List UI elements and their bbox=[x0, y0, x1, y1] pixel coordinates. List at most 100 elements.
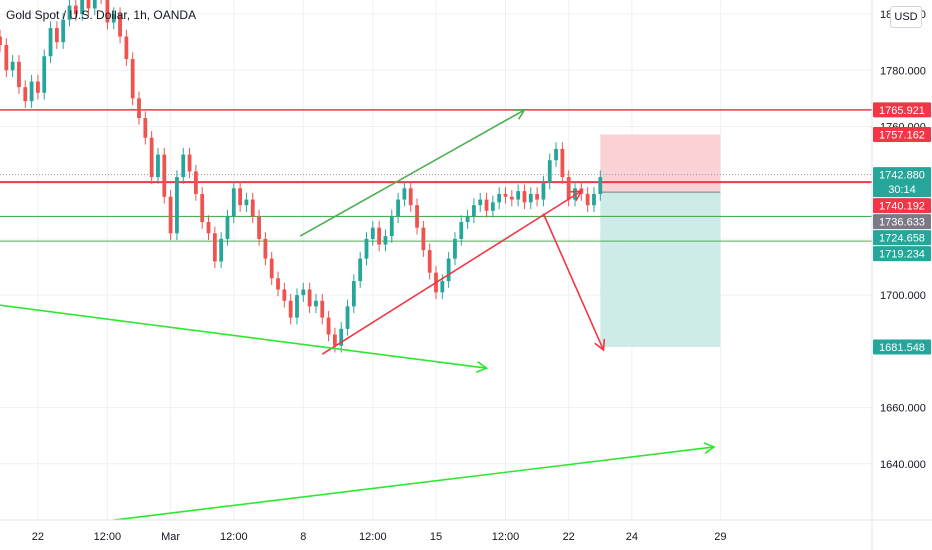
candle-body bbox=[314, 300, 318, 307]
candle-body bbox=[402, 188, 407, 200]
price-tag-label: 1765.921 bbox=[879, 105, 925, 117]
x-tick-label: 24 bbox=[626, 531, 638, 543]
candle-body bbox=[472, 205, 476, 217]
candles bbox=[0, 0, 603, 353]
price-tag-label: 1742.880 bbox=[879, 170, 925, 182]
y-tick-label: 1700.000 bbox=[880, 290, 926, 302]
price-tag-box bbox=[873, 246, 931, 262]
candle-body bbox=[377, 227, 382, 245]
candle-body bbox=[4, 44, 9, 71]
candle-body bbox=[295, 295, 299, 318]
candle-body bbox=[396, 199, 400, 217]
candle-body bbox=[61, 19, 66, 43]
candle-body bbox=[490, 202, 495, 211]
take-profit-zone bbox=[600, 192, 721, 348]
candle-body bbox=[383, 236, 388, 245]
candle-body bbox=[307, 289, 312, 307]
price-tag-label: 1736.633 bbox=[879, 217, 925, 229]
candle-body bbox=[17, 61, 21, 88]
price-tag: 1765.921 bbox=[873, 102, 931, 118]
candle-body bbox=[269, 258, 274, 279]
x-tick-label: 12:00 bbox=[220, 531, 248, 543]
candle-body bbox=[389, 216, 394, 237]
currency-button[interactable]: USD bbox=[890, 6, 922, 28]
candle-body bbox=[566, 177, 571, 200]
candle-body bbox=[200, 193, 205, 223]
candle-body bbox=[427, 250, 432, 273]
y-tick-label: 1780.000 bbox=[880, 65, 926, 77]
candle-body bbox=[276, 278, 280, 290]
candle-body bbox=[484, 199, 489, 211]
x-tick-label: 12:00 bbox=[359, 531, 387, 543]
candle-body bbox=[560, 148, 565, 178]
time-axis bbox=[0, 520, 932, 550]
candle-body bbox=[326, 317, 331, 335]
candle-body bbox=[36, 81, 40, 93]
x-tick-label: 15 bbox=[430, 531, 442, 543]
candle-body bbox=[92, 0, 97, 9]
candle-body bbox=[67, 5, 72, 20]
candle-body bbox=[48, 28, 53, 57]
candle-body bbox=[23, 87, 28, 102]
price-tag-box bbox=[873, 126, 931, 142]
candle-body bbox=[573, 188, 577, 200]
candle-body bbox=[212, 233, 217, 262]
candle-body bbox=[528, 193, 533, 203]
x-tick-label: 22 bbox=[32, 531, 44, 543]
candle-body bbox=[585, 193, 590, 206]
y-tick-label: 1660.000 bbox=[880, 403, 926, 415]
candle-body bbox=[162, 154, 167, 197]
price-tag-box bbox=[873, 167, 931, 198]
candle-body bbox=[351, 281, 356, 307]
y-tick-label: 1640.000 bbox=[880, 459, 926, 471]
price-tag-box bbox=[873, 339, 931, 355]
candle-body bbox=[118, 14, 122, 37]
candle-body bbox=[288, 300, 293, 318]
x-tick-label: 8 bbox=[300, 531, 306, 543]
candle-body bbox=[465, 216, 470, 223]
candle-body bbox=[105, 0, 110, 23]
price-tag-label: 1740.192 bbox=[879, 201, 925, 213]
candle-body bbox=[370, 227, 375, 239]
price-tag-label: 1681.548 bbox=[879, 342, 925, 354]
price-tag: 1724.658 bbox=[873, 230, 931, 246]
arrow-head bbox=[513, 109, 526, 120]
arrow-shaft bbox=[113, 446, 715, 521]
price-tag: 1757.162 bbox=[873, 126, 931, 142]
candle-body bbox=[168, 196, 173, 234]
candle-body bbox=[42, 56, 47, 93]
candle-body bbox=[333, 334, 337, 346]
trend-arrow bbox=[0, 304, 489, 373]
price-tag-label: 1724.658 bbox=[879, 233, 925, 245]
candle-body bbox=[516, 191, 521, 200]
price-tag-label: 1719.234 bbox=[879, 249, 925, 261]
price-tag-box bbox=[873, 214, 931, 230]
candle-body bbox=[187, 154, 192, 172]
candle-body bbox=[503, 193, 508, 197]
price-tag-box bbox=[873, 198, 931, 214]
arrow-head bbox=[703, 442, 716, 454]
trend-arrow bbox=[299, 109, 526, 237]
trend-arrow bbox=[113, 442, 716, 521]
candle-body bbox=[541, 182, 546, 200]
candle-body bbox=[156, 154, 160, 178]
candle-body bbox=[130, 59, 135, 99]
arrow-shaft bbox=[321, 190, 582, 355]
candle-body bbox=[598, 177, 603, 194]
price-tag: 1742.880 30:14 bbox=[873, 167, 931, 198]
x-tick-label: 29 bbox=[714, 531, 726, 543]
candle-body bbox=[219, 238, 224, 262]
candle-body bbox=[415, 205, 419, 228]
candle-body bbox=[137, 98, 141, 119]
candle-body bbox=[509, 196, 514, 200]
countdown-label: 30:14 bbox=[888, 184, 916, 196]
candle-body bbox=[345, 306, 350, 329]
candle-body bbox=[535, 193, 539, 200]
price-tag: 1719.234 bbox=[873, 246, 931, 262]
arrow-head bbox=[476, 361, 489, 373]
price-axis bbox=[872, 0, 932, 550]
candle-body bbox=[459, 222, 464, 239]
trend-arrow bbox=[321, 190, 583, 355]
candle-body bbox=[453, 238, 457, 259]
